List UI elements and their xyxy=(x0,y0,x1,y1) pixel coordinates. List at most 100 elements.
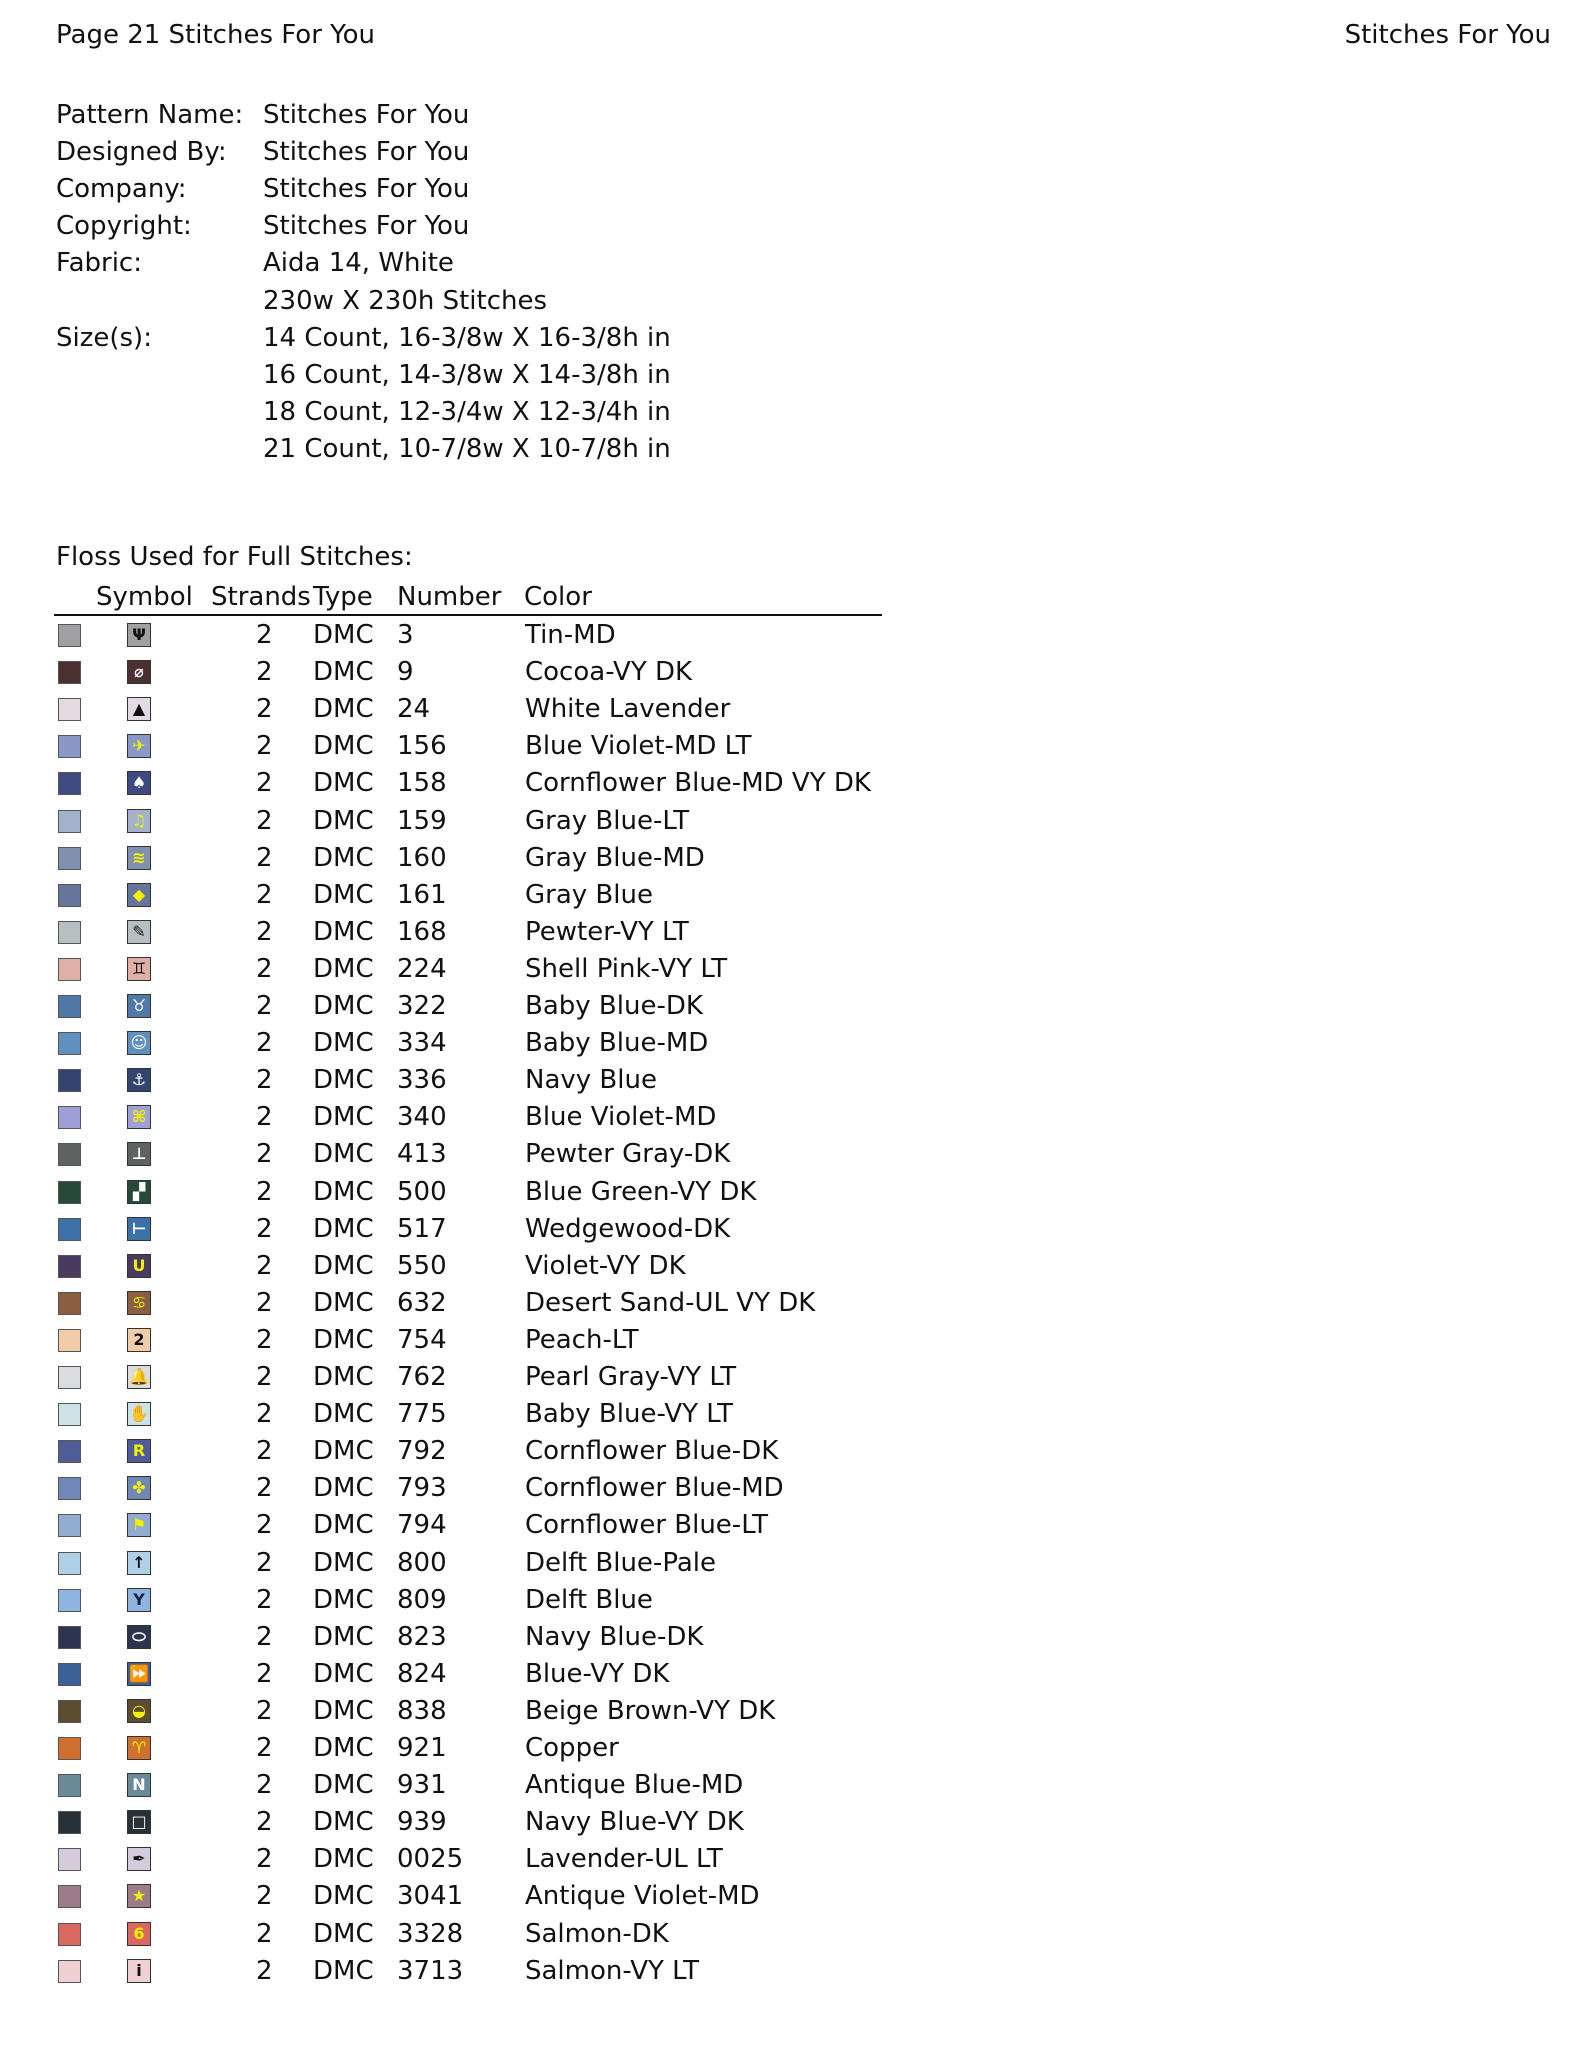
color-swatch xyxy=(58,1366,81,1389)
table-row: ⌀ 2 DMC 9 Cocoa-VY DK xyxy=(0,655,900,692)
color-name: Pewter Gray-DK xyxy=(525,1139,731,1170)
type: DMC xyxy=(313,1807,374,1838)
info-value: Stitches For You xyxy=(263,211,470,242)
info-label: Pattern Name: xyxy=(56,100,244,130)
color-name: Baby Blue-DK xyxy=(525,991,703,1021)
number: 340 xyxy=(397,1102,447,1133)
color-name: Delft Blue-Pale xyxy=(525,1547,716,1578)
symbol-icon: ⚓ xyxy=(127,1068,151,1093)
info-label: Fabric: xyxy=(56,248,142,279)
number: 224 xyxy=(397,953,447,984)
type: DMC xyxy=(313,768,374,799)
number: 550 xyxy=(397,1250,447,1281)
color-name: Copper xyxy=(525,1733,619,1763)
color-name: Shell Pink-VY LT xyxy=(525,953,728,984)
number: 809 xyxy=(397,1584,447,1615)
color-name: Blue Violet-MD xyxy=(525,1102,717,1133)
color-swatch xyxy=(58,1514,81,1538)
symbol-icon: ✎ xyxy=(127,919,151,944)
number: 775 xyxy=(397,1399,447,1430)
color-name: Gray Blue-LT xyxy=(525,805,690,836)
color-swatch xyxy=(58,1328,81,1352)
table-row: ✤ 2 DMC 793 Cornflower Blue-MD xyxy=(0,1471,900,1508)
number: 838 xyxy=(397,1695,447,1726)
table-row: ♫ 2 DMC 159 Gray Blue-LT xyxy=(0,804,900,841)
symbol-icon: ✈ xyxy=(127,734,151,759)
color-swatch xyxy=(58,1440,81,1464)
type: DMC xyxy=(313,1695,374,1726)
strands: 2 xyxy=(256,953,273,984)
symbol-icon: ★ xyxy=(127,1884,151,1909)
color-name: Baby Blue-MD xyxy=(525,1028,709,1059)
strands: 2 xyxy=(256,1695,273,1726)
symbol-icon: ♈ xyxy=(127,1736,151,1760)
type: DMC xyxy=(313,1102,374,1133)
type: DMC xyxy=(313,1881,374,1912)
color-swatch xyxy=(58,1848,81,1872)
number: 24 xyxy=(397,694,431,725)
color-swatch xyxy=(58,1625,81,1649)
color-swatch xyxy=(58,624,81,647)
strands: 2 xyxy=(256,916,273,947)
type: DMC xyxy=(313,1028,374,1059)
number: 800 xyxy=(397,1547,447,1578)
color-name: Cornflower Blue-MD VY DK xyxy=(525,768,871,799)
color-swatch xyxy=(58,1551,81,1575)
strands: 2 xyxy=(256,768,273,799)
color-swatch xyxy=(58,1922,81,1946)
page-header-right: Stitches For You xyxy=(1344,20,1551,50)
strands: 2 xyxy=(256,1584,273,1615)
type: DMC xyxy=(313,1621,374,1652)
symbol-icon: ≋ xyxy=(127,845,151,870)
strands: 2 xyxy=(256,1399,273,1430)
info-value: 21 Count, 10-7/8w X 10-7/8h in xyxy=(263,433,671,464)
number: 413 xyxy=(397,1139,447,1170)
symbol-icon: □ xyxy=(127,1810,151,1835)
number: 336 xyxy=(397,1065,447,1096)
table-row: U 2 DMC 550 Violet-VY DK xyxy=(0,1249,900,1286)
strands: 2 xyxy=(256,620,273,650)
color-name: Lavender-UL LT xyxy=(525,1844,723,1875)
table-row: ♋ 2 DMC 632 Desert Sand-UL VY DK xyxy=(0,1286,900,1323)
color-name: Navy Blue-VY DK xyxy=(525,1807,744,1838)
color-swatch xyxy=(58,1588,81,1612)
color-swatch xyxy=(58,1662,81,1686)
strands: 2 xyxy=(256,1028,273,1059)
symbol-icon: ♊ xyxy=(127,956,151,981)
info-value: 18 Count, 12-3/4w X 12-3/4h in xyxy=(263,396,671,427)
number: 3713 xyxy=(397,1955,464,1986)
page-header: Page 21 Stitches For You xyxy=(56,20,375,50)
symbol-icon: ⌀ xyxy=(127,660,151,685)
symbol-icon: ◆ xyxy=(127,882,151,907)
color-swatch xyxy=(58,1254,81,1278)
type: DMC xyxy=(313,1250,374,1281)
info-label: Designed By: xyxy=(56,137,227,168)
table-row: ✈ 2 DMC 156 Blue Violet-MD LT xyxy=(0,729,900,766)
table-row: 🔔 2 DMC 762 Pearl Gray-VY LT xyxy=(0,1360,900,1397)
color-name: Desert Sand-UL VY DK xyxy=(525,1287,816,1318)
strands: 2 xyxy=(256,1510,273,1541)
type: DMC xyxy=(313,1176,374,1207)
table-row: ⬭ 2 DMC 823 Navy Blue-DK xyxy=(0,1620,900,1657)
type: DMC xyxy=(313,1287,374,1318)
color-swatch xyxy=(58,809,81,833)
strands: 2 xyxy=(256,1621,273,1652)
color-swatch xyxy=(58,735,81,759)
symbol-icon: ▲ xyxy=(127,697,151,722)
header-rule xyxy=(54,614,882,616)
strands: 2 xyxy=(256,1881,273,1912)
number: 939 xyxy=(397,1807,447,1838)
type: DMC xyxy=(313,1324,374,1355)
table-row: N 2 DMC 931 Antique Blue-MD xyxy=(0,1768,900,1805)
color-name: Blue Green-VY DK xyxy=(525,1176,757,1207)
color-name: Baby Blue-VY LT xyxy=(525,1399,734,1430)
strands: 2 xyxy=(256,1473,273,1504)
color-name: Pewter-VY LT xyxy=(525,916,689,947)
color-swatch xyxy=(58,1180,81,1204)
table-row: ♈ 2 DMC 921 Copper xyxy=(0,1731,900,1768)
strands: 2 xyxy=(256,731,273,762)
type: DMC xyxy=(313,1844,374,1875)
table-row: ★ 2 DMC 3041 Antique Violet-MD xyxy=(0,1879,900,1916)
info-label: Copyright: xyxy=(56,211,192,242)
number: 156 xyxy=(397,731,447,762)
